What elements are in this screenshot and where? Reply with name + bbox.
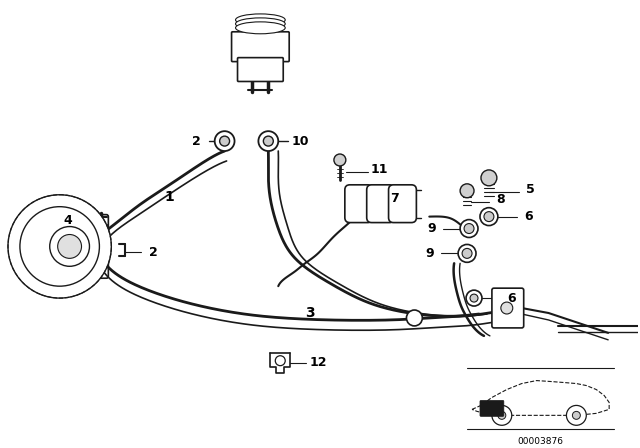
- Circle shape: [480, 208, 498, 225]
- Circle shape: [566, 405, 586, 425]
- FancyBboxPatch shape: [480, 401, 504, 416]
- Circle shape: [20, 207, 99, 286]
- Circle shape: [50, 227, 90, 266]
- Circle shape: [8, 195, 111, 298]
- Ellipse shape: [236, 14, 285, 26]
- Text: 6: 6: [524, 210, 533, 223]
- Text: 00003876: 00003876: [518, 437, 564, 446]
- FancyBboxPatch shape: [492, 288, 524, 328]
- FancyBboxPatch shape: [237, 58, 284, 82]
- Circle shape: [481, 170, 497, 186]
- Circle shape: [466, 290, 482, 306]
- Circle shape: [264, 136, 273, 146]
- FancyBboxPatch shape: [367, 185, 394, 223]
- Ellipse shape: [236, 18, 285, 30]
- Circle shape: [220, 136, 230, 146]
- FancyBboxPatch shape: [63, 215, 108, 278]
- Ellipse shape: [236, 22, 285, 34]
- Text: 11: 11: [371, 164, 388, 177]
- FancyBboxPatch shape: [345, 185, 372, 223]
- Circle shape: [460, 184, 474, 198]
- Circle shape: [470, 294, 478, 302]
- Circle shape: [462, 248, 472, 258]
- Text: 6: 6: [508, 292, 516, 305]
- Text: 2: 2: [193, 134, 201, 147]
- Text: 9: 9: [427, 222, 436, 235]
- Circle shape: [492, 405, 512, 425]
- Text: 4: 4: [63, 214, 72, 227]
- Circle shape: [572, 411, 580, 419]
- FancyBboxPatch shape: [388, 185, 417, 223]
- Text: 9: 9: [425, 247, 434, 260]
- Circle shape: [406, 310, 422, 326]
- Circle shape: [275, 356, 285, 366]
- Circle shape: [334, 154, 346, 166]
- Circle shape: [460, 220, 478, 237]
- Text: 3: 3: [305, 306, 315, 320]
- Text: 5: 5: [526, 183, 535, 196]
- Circle shape: [484, 211, 494, 222]
- Circle shape: [501, 302, 513, 314]
- FancyBboxPatch shape: [232, 32, 289, 62]
- Circle shape: [458, 245, 476, 263]
- Text: 2: 2: [148, 246, 157, 259]
- Circle shape: [58, 234, 81, 258]
- Text: 12: 12: [309, 356, 327, 369]
- Text: 10: 10: [291, 134, 309, 147]
- Text: 8: 8: [497, 193, 505, 206]
- Circle shape: [214, 131, 234, 151]
- Text: 1: 1: [164, 190, 174, 204]
- Circle shape: [259, 131, 278, 151]
- Circle shape: [464, 224, 474, 233]
- Circle shape: [498, 411, 506, 419]
- Text: 7: 7: [390, 192, 399, 205]
